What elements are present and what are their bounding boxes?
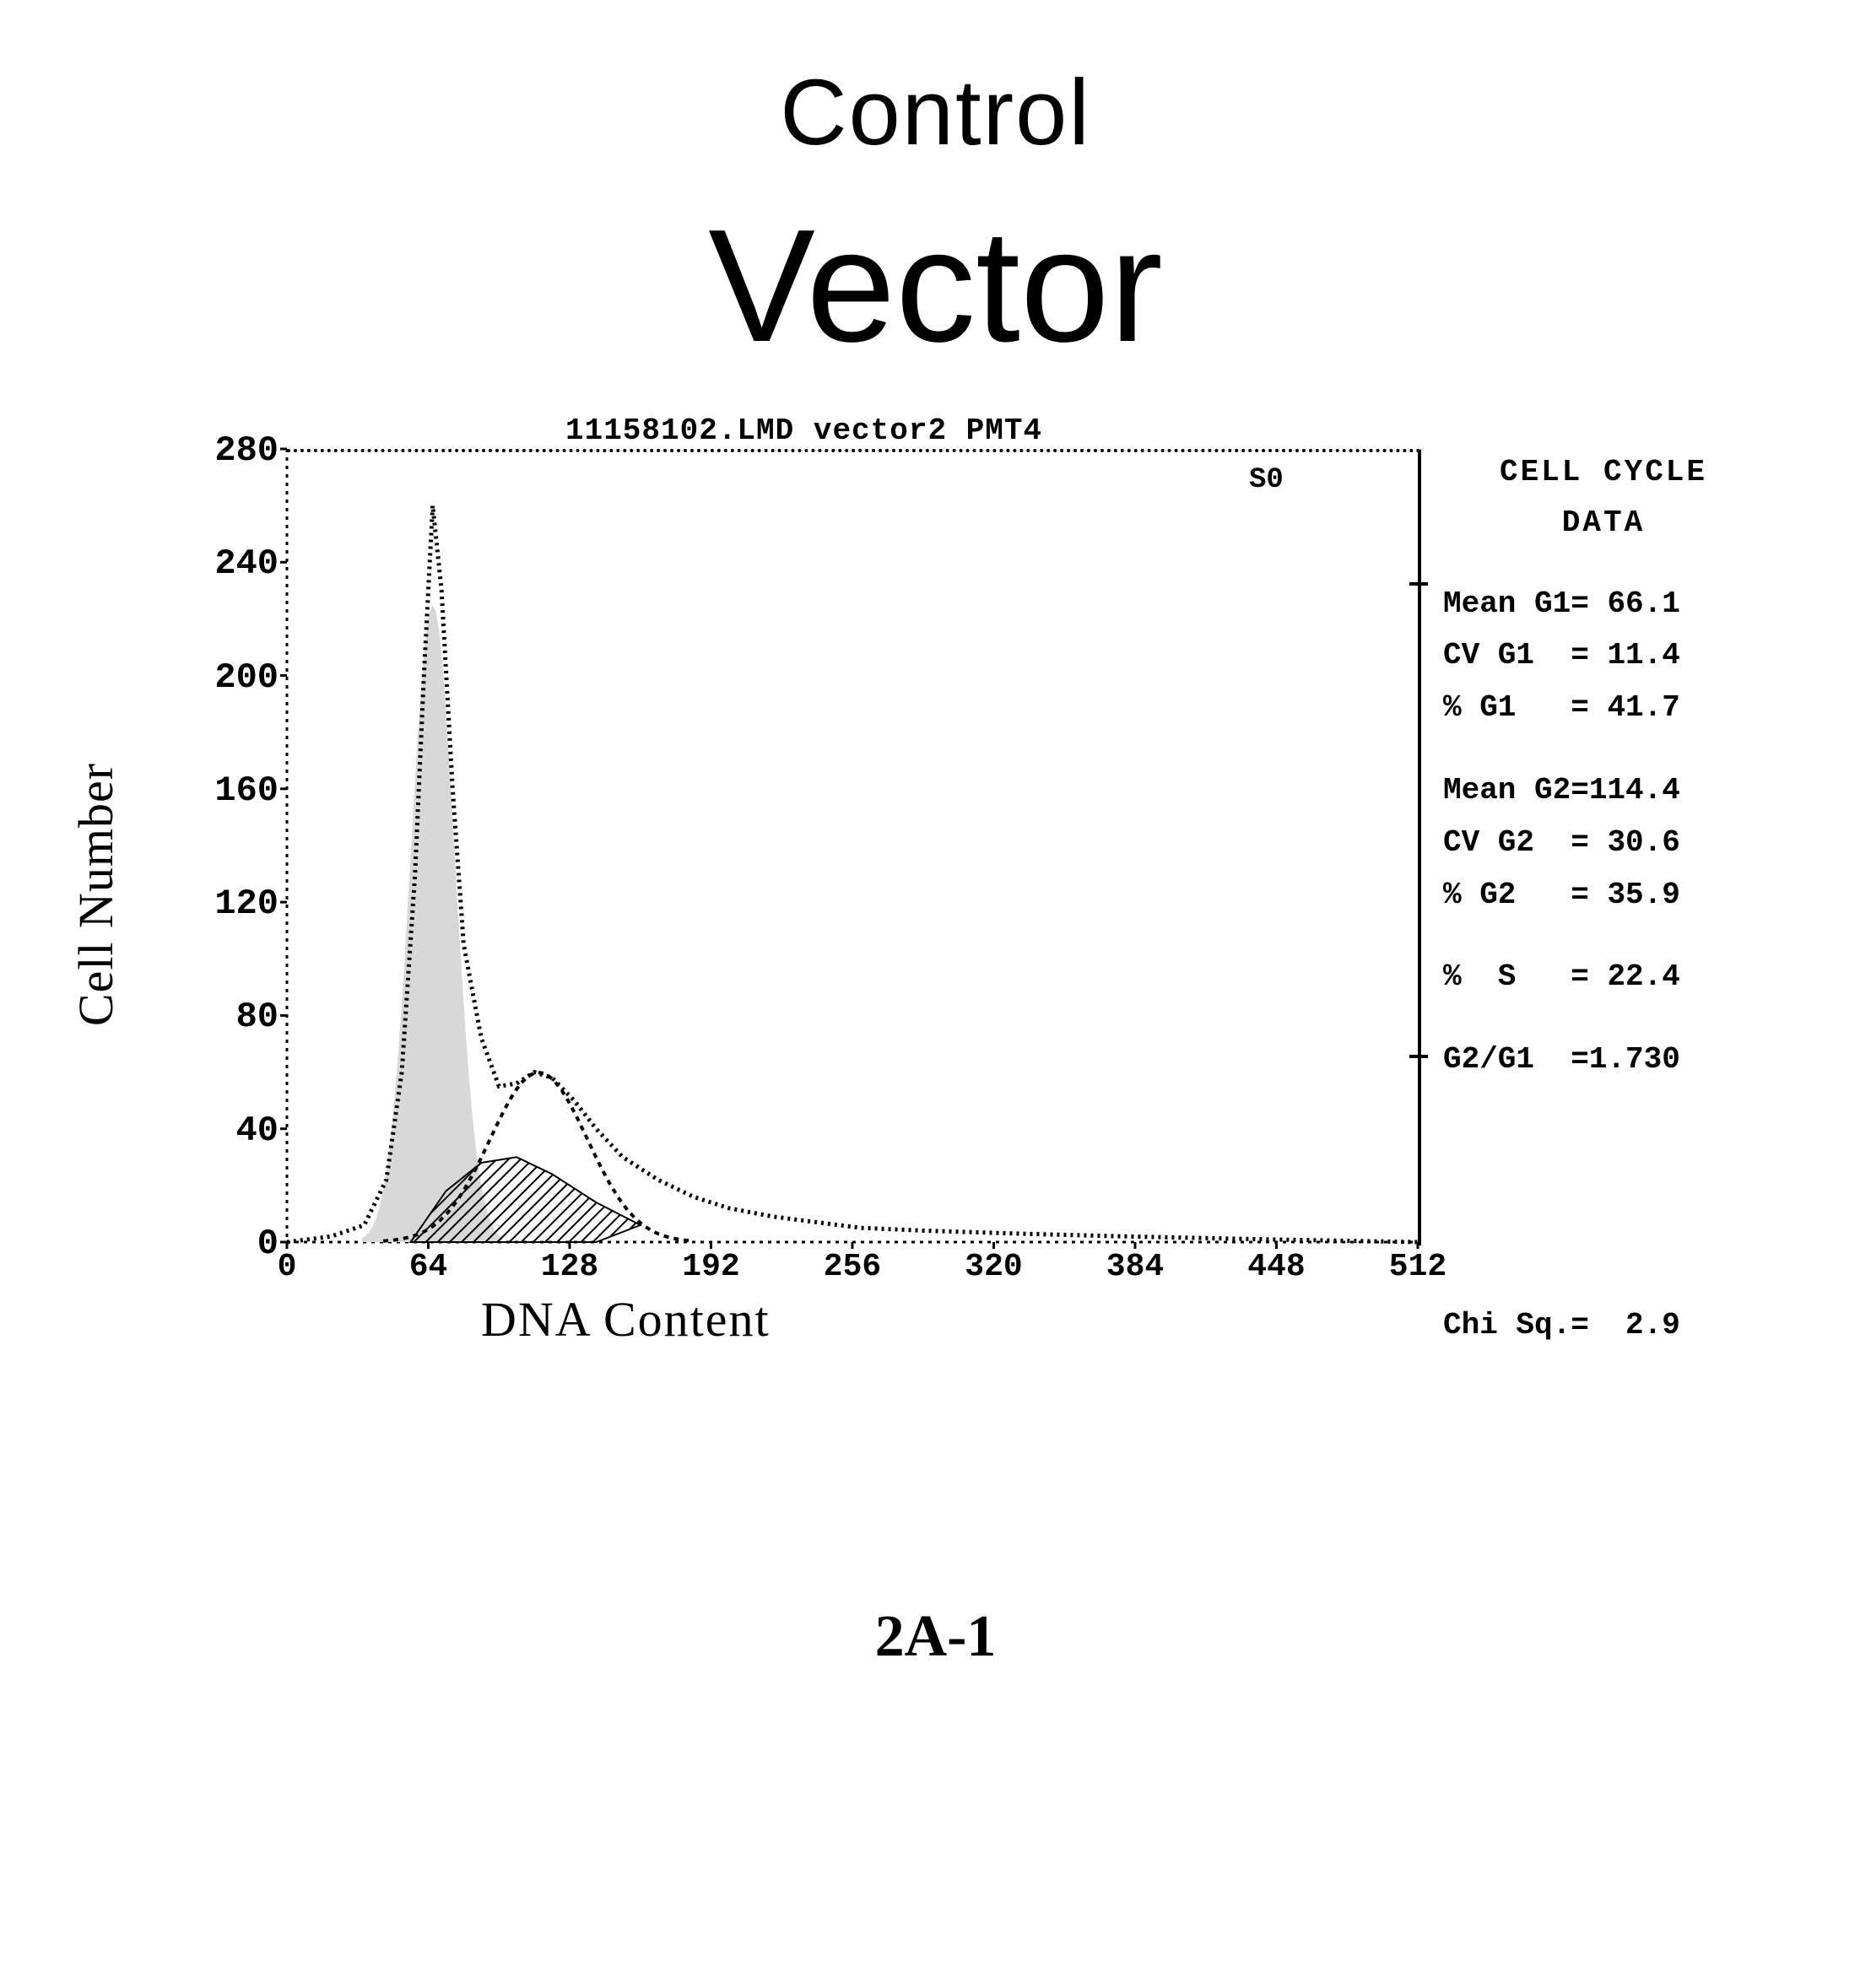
y-axis-label: Cell Number xyxy=(68,683,124,1105)
x-tick-label: 512 xyxy=(1384,1249,1452,1285)
stat-chi-sq: Chi Sq.= 2.9 xyxy=(1443,1308,1680,1342)
stat-cv-g1: CV G1 = 11.4 xyxy=(1443,632,1764,679)
x-tick-label: 0 xyxy=(253,1249,321,1285)
title-control: Control xyxy=(0,59,1871,166)
stat-pct-g1: % G1 = 41.7 xyxy=(1443,684,1764,732)
page: Control Vector 11158102.LMD vector2 PMT4… xyxy=(0,0,1871,1988)
file-label: 11158102.LMD vector2 PMT4 xyxy=(565,413,1042,448)
x-axis-label: DNA Content xyxy=(481,1291,771,1348)
x-tick-label: 128 xyxy=(536,1249,603,1285)
x-tick-label: 192 xyxy=(678,1249,745,1285)
title-vector: Vector xyxy=(0,194,1871,378)
y-tick-label: 200 xyxy=(177,657,278,698)
y-tick-label: 280 xyxy=(177,430,278,471)
figure-label: 2A-1 xyxy=(0,1603,1871,1671)
x-tick-label: 448 xyxy=(1243,1249,1311,1285)
x-tick-label: 256 xyxy=(819,1249,886,1285)
y-tick-label: 240 xyxy=(177,543,278,584)
stats-header-2: DATA xyxy=(1443,500,1764,547)
x-tick-label: 320 xyxy=(960,1249,1028,1285)
stat-cv-g2: CV G2 = 30.6 xyxy=(1443,819,1764,867)
x-tick-label: 384 xyxy=(1101,1249,1169,1285)
stat-pct-g2: % G2 = 35.9 xyxy=(1443,872,1764,919)
stat-mean-g1: Mean G1= 66.1 xyxy=(1443,581,1764,628)
stats-panel: CELL CYCLE DATA Mean G1= 66.1 CV G1 = 11… xyxy=(1443,449,1764,1089)
y-tick-label: 160 xyxy=(177,770,278,811)
y-tick-label: 120 xyxy=(177,883,278,924)
stat-mean-g2: Mean G2=114.4 xyxy=(1443,767,1764,814)
stats-header-1: CELL CYCLE xyxy=(1443,449,1764,496)
histogram-plot xyxy=(287,449,1418,1276)
y-tick-label: 40 xyxy=(177,1110,278,1151)
stat-pct-s: % S = 22.4 xyxy=(1443,953,1764,1001)
x-tick-label: 64 xyxy=(395,1249,462,1285)
chart-area: 11158102.LMD vector2 PMT4 S0 xyxy=(127,413,1772,1342)
y-tick-label: 80 xyxy=(177,997,278,1037)
stat-ratio: G2/G1 =1.730 xyxy=(1443,1036,1764,1083)
